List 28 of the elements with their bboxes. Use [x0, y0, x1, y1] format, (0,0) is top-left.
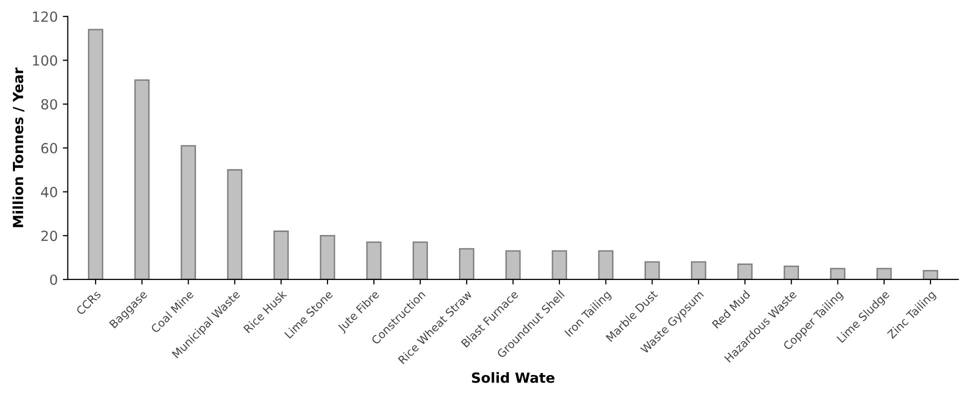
bar: [737, 263, 753, 280]
bar: [320, 234, 336, 280]
bar: [459, 248, 474, 280]
bar: [922, 270, 938, 280]
y-tick-label: 0: [50, 274, 58, 285]
bar: [830, 268, 846, 280]
bar: [598, 250, 614, 280]
y-axis-title: Million Tonnes / Year: [12, 68, 24, 228]
x-axis-title: Solid Wate: [472, 372, 554, 383]
y-tick-label: 100: [33, 55, 58, 66]
y-tick-label: 20: [41, 230, 58, 242]
bar: [690, 261, 706, 280]
bar: [134, 79, 150, 280]
bar: [505, 250, 521, 280]
bar: [88, 28, 104, 280]
y-tick-label: 40: [41, 186, 58, 198]
bar: [366, 242, 382, 280]
bar: [784, 266, 799, 280]
bar: [552, 250, 568, 280]
y-tick-label: 120: [33, 11, 58, 22]
bar: [273, 230, 289, 280]
bar: [227, 169, 242, 280]
y-tick-label: 80: [41, 99, 58, 110]
bar: [412, 242, 428, 280]
bar: [180, 145, 196, 280]
y-tick-label: 60: [41, 142, 58, 154]
bar: [644, 261, 660, 280]
bar: [876, 268, 892, 280]
